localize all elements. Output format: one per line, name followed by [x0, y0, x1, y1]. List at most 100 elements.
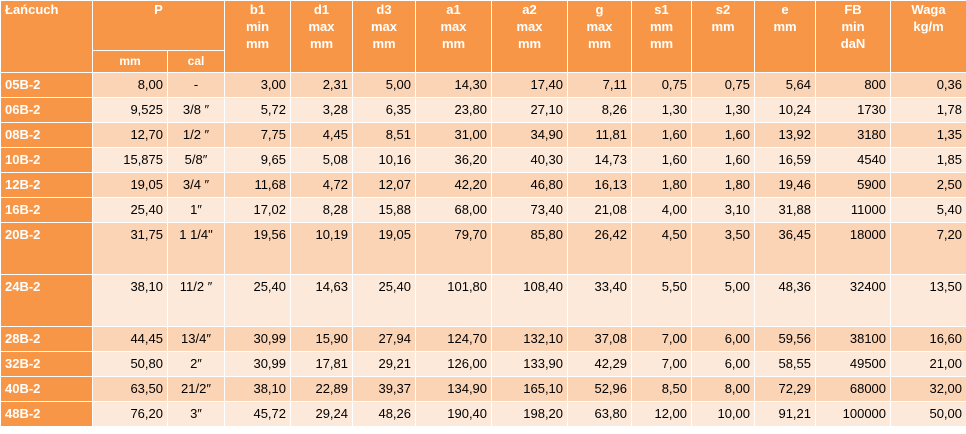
header-s2: s2 mm [691, 0, 756, 73]
cell-d3: 29,21 [352, 351, 417, 377]
cell-p-mm: 63,50 [92, 376, 168, 402]
cell-s1: 1,60 [631, 122, 693, 148]
cell-a2: 46,80 [491, 172, 569, 198]
table-row: 12B-2 19,05 3/4 ″ 11,68 4,72 12,07 42,20 46,80 1… [0, 172, 966, 198]
cell-d3: 39,37 [352, 376, 417, 402]
cell-p-mm: 38,10 [92, 274, 168, 327]
cell-d1: 10,19 [290, 222, 354, 275]
cell-p-cal: 3/8 ″ [166, 97, 226, 123]
cell-e: 36,45 [754, 222, 817, 275]
cell-fb: 800 [815, 72, 892, 98]
cell-g: 8,26 [567, 97, 633, 123]
cell-a2: 34,90 [491, 122, 569, 148]
cell-a1: 190,40 [415, 401, 493, 427]
cell-fb: 32400 [815, 274, 892, 327]
table-row: 08B-2 12,70 1/2 ″ 7,75 4,45 8,51 31,00 34,90 11,… [0, 122, 966, 148]
cell-waga: 21,00 [890, 351, 966, 377]
cell-p-mm: 19,05 [92, 172, 168, 198]
cell-fb: 11000 [815, 197, 892, 223]
cell-a1: 134,90 [415, 376, 493, 402]
header-e: e mm [754, 0, 817, 73]
cell-b1: 19,56 [224, 222, 292, 275]
table-header: Łańcuch P b1 min mm d1 max mm d3 max mm a1 max m… [0, 0, 966, 73]
cell-e: 16,59 [754, 147, 817, 173]
cell-p-mm: 44,45 [92, 326, 168, 352]
cell-s1: 1,30 [631, 97, 693, 123]
chain-type-cell: 40B-2 [0, 376, 93, 402]
cell-d1: 14,63 [290, 274, 354, 327]
chain-type-cell: 05B-2 [0, 72, 93, 98]
cell-a2: 27,10 [491, 97, 569, 123]
cell-e: 10,24 [754, 97, 817, 123]
chain-type-cell: 16B-2 [0, 197, 93, 223]
cell-a2: 85,80 [491, 222, 569, 275]
cell-d1: 8,28 [290, 197, 354, 223]
cell-a1: 79,70 [415, 222, 493, 275]
cell-b1: 3,00 [224, 72, 292, 98]
table-row: 20B-2 31,75 1 1/4" 19,56 10,19 19,05 79,70 85,8… [0, 222, 966, 275]
header-a2: a2 max mm [491, 0, 569, 73]
cell-e: 91,21 [754, 401, 817, 427]
chain-type-cell: 48B-2 [0, 401, 93, 427]
cell-waga: 13,50 [890, 274, 966, 327]
cell-g: 52,96 [567, 376, 633, 402]
cell-d3: 48,26 [352, 401, 417, 427]
header-pitch-cal: cal [166, 50, 226, 73]
cell-fb: 68000 [815, 376, 892, 402]
cell-a1: 36,20 [415, 147, 493, 173]
cell-fb: 49500 [815, 351, 892, 377]
cell-s2: 6,00 [691, 326, 756, 352]
cell-p-cal: 1 1/4" [166, 222, 226, 275]
cell-a1: 124,70 [415, 326, 493, 352]
cell-waga: 1,35 [890, 122, 966, 148]
cell-s1: 7,00 [631, 351, 693, 377]
cell-g: 63,80 [567, 401, 633, 427]
cell-p-cal: 13/4″ [166, 326, 226, 352]
cell-s2: 1,30 [691, 97, 756, 123]
cell-e: 72,29 [754, 376, 817, 402]
cell-e: 31,88 [754, 197, 817, 223]
cell-a2: 165,10 [491, 376, 569, 402]
cell-e: 59,56 [754, 326, 817, 352]
cell-a2: 108,40 [491, 274, 569, 327]
cell-p-cal: 11/2 ″ [166, 274, 226, 327]
cell-fb: 5900 [815, 172, 892, 198]
cell-a1: 23,80 [415, 97, 493, 123]
cell-e: 58,55 [754, 351, 817, 377]
cell-s1: 1,80 [631, 172, 693, 198]
cell-g: 11,81 [567, 122, 633, 148]
cell-s1: 12,00 [631, 401, 693, 427]
table-row: 48B-2 76,20 3″ 45,72 29,24 48,26 190,40 198,20 6… [0, 401, 966, 427]
cell-waga: 32,00 [890, 376, 966, 402]
chain-type-cell: 32B-2 [0, 351, 93, 377]
cell-p-mm: 15,875 [92, 147, 168, 173]
header-b1: b1 min mm [224, 0, 292, 73]
cell-a2: 40,30 [491, 147, 569, 173]
cell-s1: 4,00 [631, 197, 693, 223]
cell-a1: 101,80 [415, 274, 493, 327]
cell-s2: 0,75 [691, 72, 756, 98]
chain-type-cell: 12B-2 [0, 172, 93, 198]
header-g: g max mm [567, 0, 633, 73]
cell-e: 13,92 [754, 122, 817, 148]
chain-type-cell: 20B-2 [0, 222, 93, 275]
chain-type-cell: 06B-2 [0, 97, 93, 123]
chain-type-cell: 28B-2 [0, 326, 93, 352]
cell-d1: 22,89 [290, 376, 354, 402]
cell-e: 5,64 [754, 72, 817, 98]
cell-fb: 4540 [815, 147, 892, 173]
header-weight: Waga kg/m [890, 0, 966, 73]
cell-s2: 5,00 [691, 274, 756, 327]
cell-p-mm: 12,70 [92, 122, 168, 148]
cell-b1: 25,40 [224, 274, 292, 327]
cell-p-mm: 25,40 [92, 197, 168, 223]
cell-waga: 7,20 [890, 222, 966, 275]
cell-d1: 17,81 [290, 351, 354, 377]
cell-d3: 25,40 [352, 274, 417, 327]
cell-a2: 198,20 [491, 401, 569, 427]
cell-b1: 45,72 [224, 401, 292, 427]
table-row: 32B-2 50,80 2″ 30,99 17,81 29,21 126,00 133,90 4… [0, 351, 966, 377]
cell-d3: 19,05 [352, 222, 417, 275]
cell-s2: 1,60 [691, 122, 756, 148]
